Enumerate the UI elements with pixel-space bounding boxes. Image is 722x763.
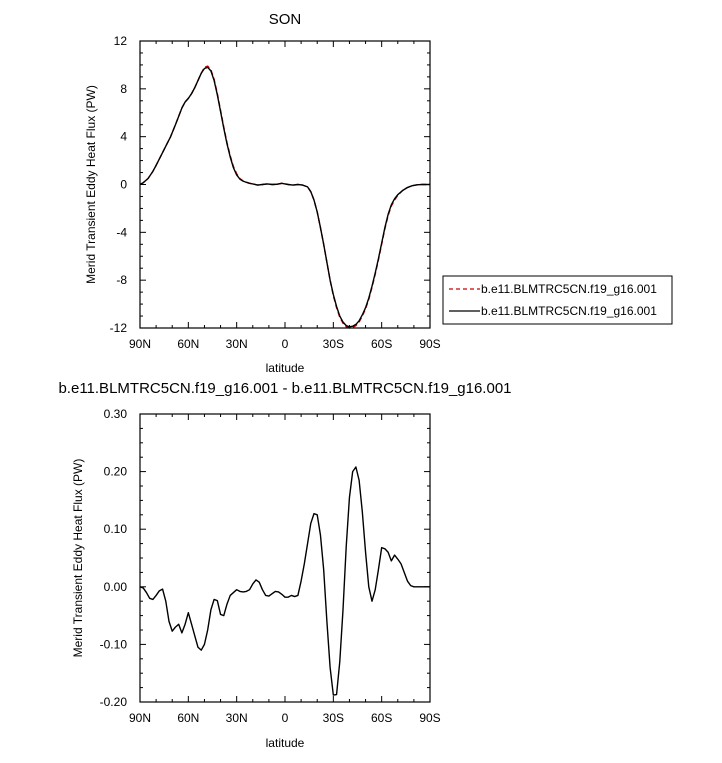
top-legend-frame [442,275,673,325]
top-chart-title: SON [269,11,302,28]
bottom-x-tick-label-0: 90N [129,711,151,725]
bottom-x-tick-label-3: 0 [282,711,289,725]
bottom-panel: b.e11.BLMTRC5CN.f19_g16.001 - b.e11.BLMT… [58,380,511,750]
top-y-tick-label-5: -8 [116,273,127,287]
bottom-series-line-1 [139,466,430,696]
top-legend: b.e11.BLMTRC5CN.f19_g16.001 b.e11.BLMTRC… [442,275,673,325]
top-x-tick-label-1: 60N [177,337,199,351]
top-y-tick-label-2: 4 [120,130,127,144]
top-y-tick-label-4: -4 [116,225,127,239]
bottom-y-tick-label-3: 0.00 [104,580,128,594]
top-x-axis-label: latitude [266,361,305,375]
legend-label-1: b.e11.BLMTRC5CN.f19_g16.001 [481,282,657,296]
top-x-tick-label-5: 60S [371,337,392,351]
bottom-y-tick-label-5: -0.20 [100,695,128,709]
top-x-tick-label-3: 0 [282,337,289,351]
top-y-tick-label-0: 12 [114,34,128,48]
top-ticks-group: 90N 60N 30N 0 30S 60S 90S 12 8 4 0 -4 -8 -12 [110,34,441,351]
top-x-tick-label-0: 90N [129,337,151,351]
top-x-tick-label-2: 30N [226,337,248,351]
bottom-series-group [139,466,430,696]
top-series-line-2 [139,66,430,328]
top-y-tick-label-6: -12 [110,321,128,335]
bottom-x-tick-label-1: 60N [177,711,199,725]
bottom-x-tick-label-6: 90S [419,711,440,725]
top-y-tick-label-3: 0 [120,178,127,192]
top-panel: SON 90N 60N 30N 0 30S 60S 90S 12 8 4 0 -4 -8 -12 lati… [84,11,673,375]
bottom-x-tick-label-2: 30N [226,711,248,725]
top-x-tick-label-4: 30S [323,337,344,351]
bottom-x-tick-label-5: 60S [371,711,392,725]
top-x-tick-label-6: 90S [419,337,440,351]
bottom-x-tick-label-4: 30S [323,711,344,725]
top-y-axis-label: Merid Transient Eddy Heat Flux (PW) [84,85,98,284]
bottom-plot-frame [139,413,431,703]
bottom-y-tick-label-1: 0.20 [104,465,128,479]
bottom-ticks-group: 90N 60N 30N 0 30S 60S 90S 0.30 0.20 0.10 0.00 -0.10… [100,407,441,725]
top-series-group [139,65,430,329]
bottom-y-tick-label-4: -0.10 [100,637,128,651]
bottom-y-tick-label-0: 0.30 [104,407,128,421]
bottom-y-tick-label-2: 0.10 [104,522,128,536]
top-y-tick-label-1: 8 [120,82,127,96]
legend-label-2: b.e11.BLMTRC5CN.f19_g16.001 [481,304,657,318]
bottom-x-axis-label: latitude [266,736,305,750]
bottom-chart-title: b.e11.BLMTRC5CN.f19_g16.001 - b.e11.BLMT… [58,380,511,397]
bottom-y-axis-label: Merid Transient Eddy Heat Flux (PW) [71,459,85,658]
